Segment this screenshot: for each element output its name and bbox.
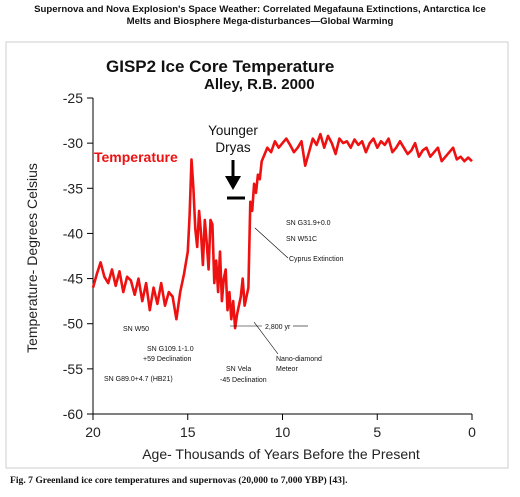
annotation-sn-vela-2: -45 Declination <box>220 377 267 384</box>
annotations: Younger Dryas SN G31.9+0.0 SN W51C Cypru… <box>104 123 344 384</box>
annotation-sn-w50: SN W50 <box>123 326 149 333</box>
cyprus-leader <box>254 227 289 259</box>
annotation-cyprus: Cyprus Extinction <box>289 256 344 263</box>
y-tick-label: -55 <box>63 361 83 377</box>
annotation-nano-1: Nano-diamond <box>276 356 322 363</box>
y-tick-label: -25 <box>63 90 83 106</box>
annotation-nano-2: Meteor <box>276 366 298 373</box>
series-label-temperature: Temperature <box>94 149 178 165</box>
annotation-sn-vela-1: SN Vela <box>226 366 251 373</box>
header-line-2: Melts and Biosphere Mega-disturbances—Gl… <box>126 16 394 27</box>
x-tick-label: 10 <box>275 424 291 440</box>
y-tick-label: -40 <box>63 225 83 241</box>
x-axis-label: Age- Thousands of Years Before the Prese… <box>142 446 420 462</box>
x-axis-ticks: 20 15 10 5 0 <box>85 414 476 440</box>
y-axis-ticks: -25 -30 -35 -40 -45 -50 -55 -60 <box>63 90 93 422</box>
figure-frame <box>5 41 509 469</box>
nano-diamond-leader <box>253 321 279 355</box>
y-tick-label: -50 <box>63 316 83 332</box>
y-tick-label: -60 <box>63 406 83 422</box>
annotation-younger: Younger <box>208 123 258 138</box>
x-tick-label: 5 <box>373 424 381 440</box>
annotation-sn-w51c: SN W51C <box>286 236 317 243</box>
y-tick-label: -30 <box>63 135 83 151</box>
chart-subtitle: Alley, R.B. 2000 <box>204 76 315 93</box>
annotation-duration: 2,800 yr <box>265 324 291 331</box>
figure-caption: Fig. 7 Greenland ice core temperatures a… <box>10 475 348 486</box>
y-axis-label: Temperature- Degrees Celsius <box>24 163 40 353</box>
y-tick-label: -45 <box>63 271 83 287</box>
younger-dryas-arrow-head <box>225 176 241 190</box>
annotation-sn-g31: SN G31.9+0.0 <box>286 220 331 227</box>
axes: -25 -30 -35 -40 -45 -50 -55 -60 20 15 10 5 0 <box>63 90 476 440</box>
x-tick-label: 20 <box>85 424 101 440</box>
annotation-sn-g109-2: +59 Declination <box>143 356 192 363</box>
chart-title: GISP2 Ice Core Temperature <box>106 57 334 76</box>
annotation-sn-g89: SN G89.0+4.7 (HB21) <box>104 376 173 383</box>
annotation-dryas: Dryas <box>215 140 251 155</box>
x-tick-label: 15 <box>180 424 196 440</box>
annotation-sn-g109-1: SN G109.1-1.0 <box>147 346 194 353</box>
header-line-1: Supernova and Nova Explosion's Space Wea… <box>34 4 486 15</box>
y-tick-label: -35 <box>63 180 83 196</box>
temperature-series-line <box>91 132 473 330</box>
page-header: Supernova and Nova Explosion's Space Wea… <box>20 4 500 28</box>
x-tick-label: 0 <box>468 424 476 440</box>
